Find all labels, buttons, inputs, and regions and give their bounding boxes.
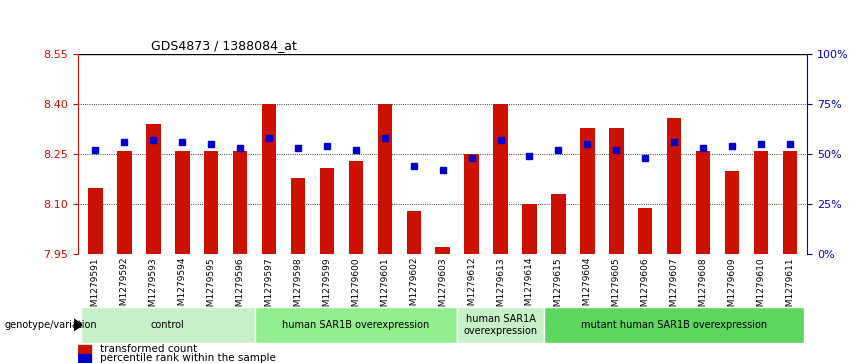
Bar [753, 151, 768, 254]
Bar [580, 128, 595, 254]
Bar [204, 151, 219, 254]
Text: GDS4873 / 1388084_at: GDS4873 / 1388084_at [151, 39, 297, 52]
Text: human SAR1B overexpression: human SAR1B overexpression [282, 320, 430, 330]
Text: human SAR1A
overexpression: human SAR1A overexpression [464, 314, 537, 336]
Bar [233, 151, 247, 254]
Bar [609, 128, 623, 254]
Bar [254, 307, 457, 343]
Bar [378, 104, 392, 254]
Bar [78, 354, 91, 362]
Text: mutant human SAR1B overexpression: mutant human SAR1B overexpression [581, 320, 767, 330]
Bar [696, 151, 710, 254]
Bar [262, 104, 276, 254]
Bar [544, 307, 805, 343]
Bar [436, 248, 450, 254]
Bar [464, 154, 479, 254]
Bar [117, 151, 132, 254]
Bar [523, 204, 536, 254]
Text: control: control [151, 320, 185, 330]
Bar [725, 171, 740, 254]
Bar [146, 125, 161, 254]
Bar [175, 151, 189, 254]
Bar [81, 307, 254, 343]
Bar [291, 178, 306, 254]
Bar [78, 344, 91, 352]
Bar [457, 307, 544, 343]
Bar [783, 151, 797, 254]
Bar [406, 211, 421, 254]
Text: genotype/variation: genotype/variation [4, 320, 97, 330]
Bar [551, 194, 566, 254]
Text: transformed count: transformed count [100, 344, 197, 354]
Bar [493, 104, 508, 254]
Polygon shape [74, 319, 82, 331]
Bar [349, 161, 363, 254]
Bar [667, 118, 681, 254]
Text: percentile rank within the sample: percentile rank within the sample [100, 353, 276, 363]
Bar [638, 208, 653, 254]
Bar [319, 168, 334, 254]
Bar [89, 188, 102, 254]
